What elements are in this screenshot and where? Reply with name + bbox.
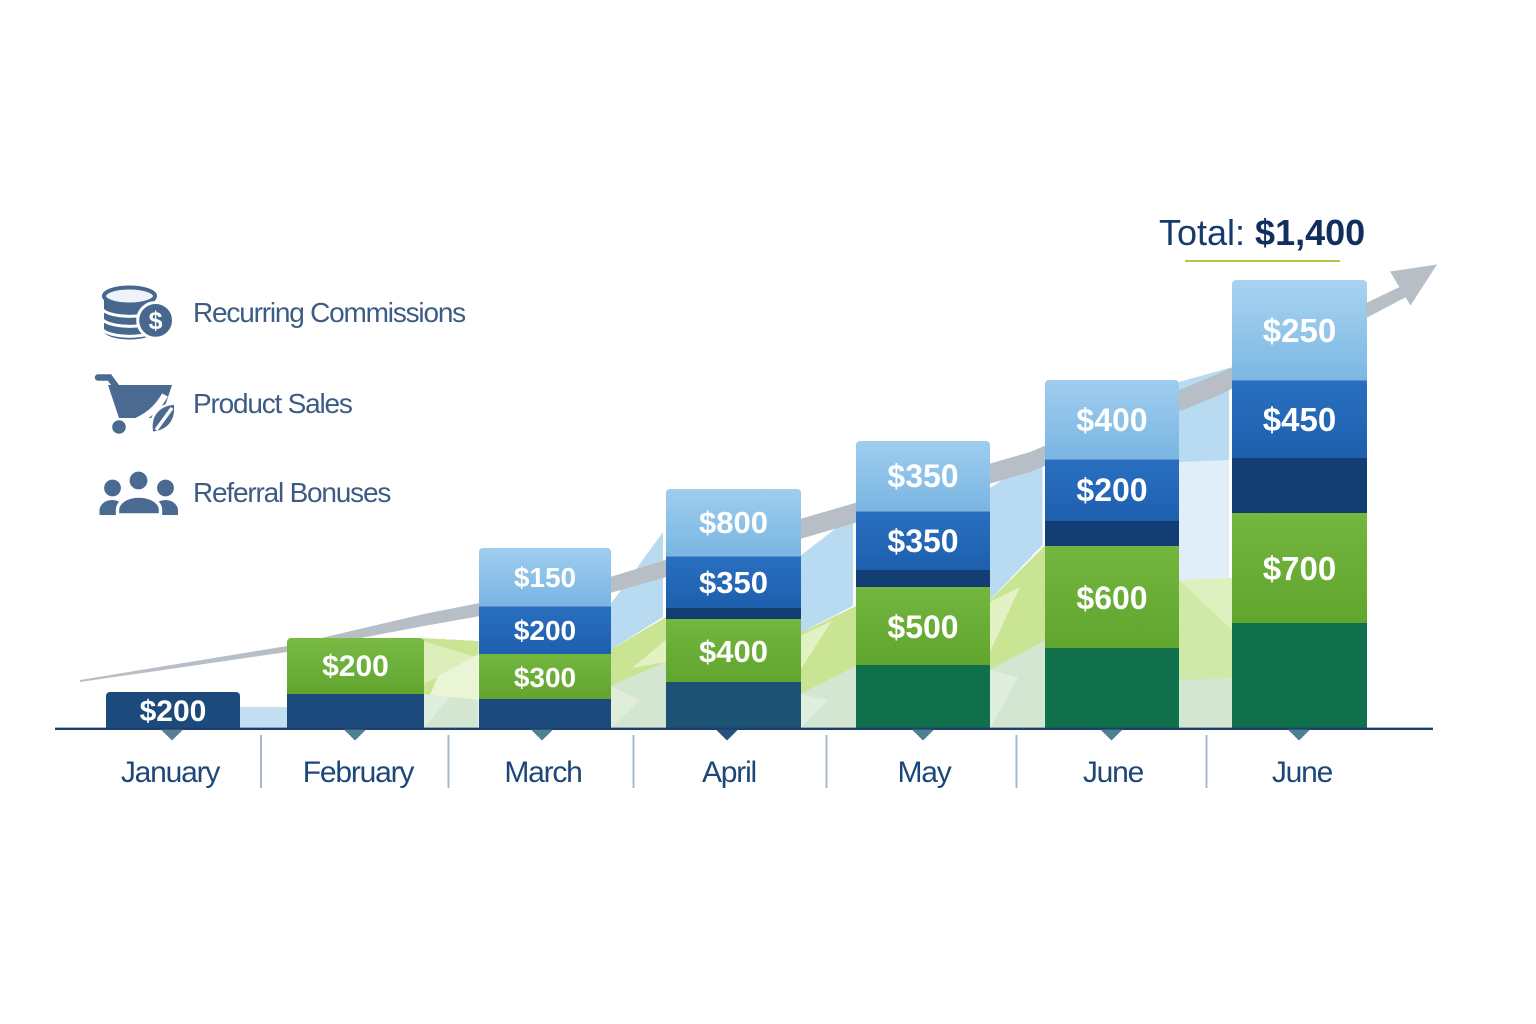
svg-text:$: $	[149, 307, 163, 335]
